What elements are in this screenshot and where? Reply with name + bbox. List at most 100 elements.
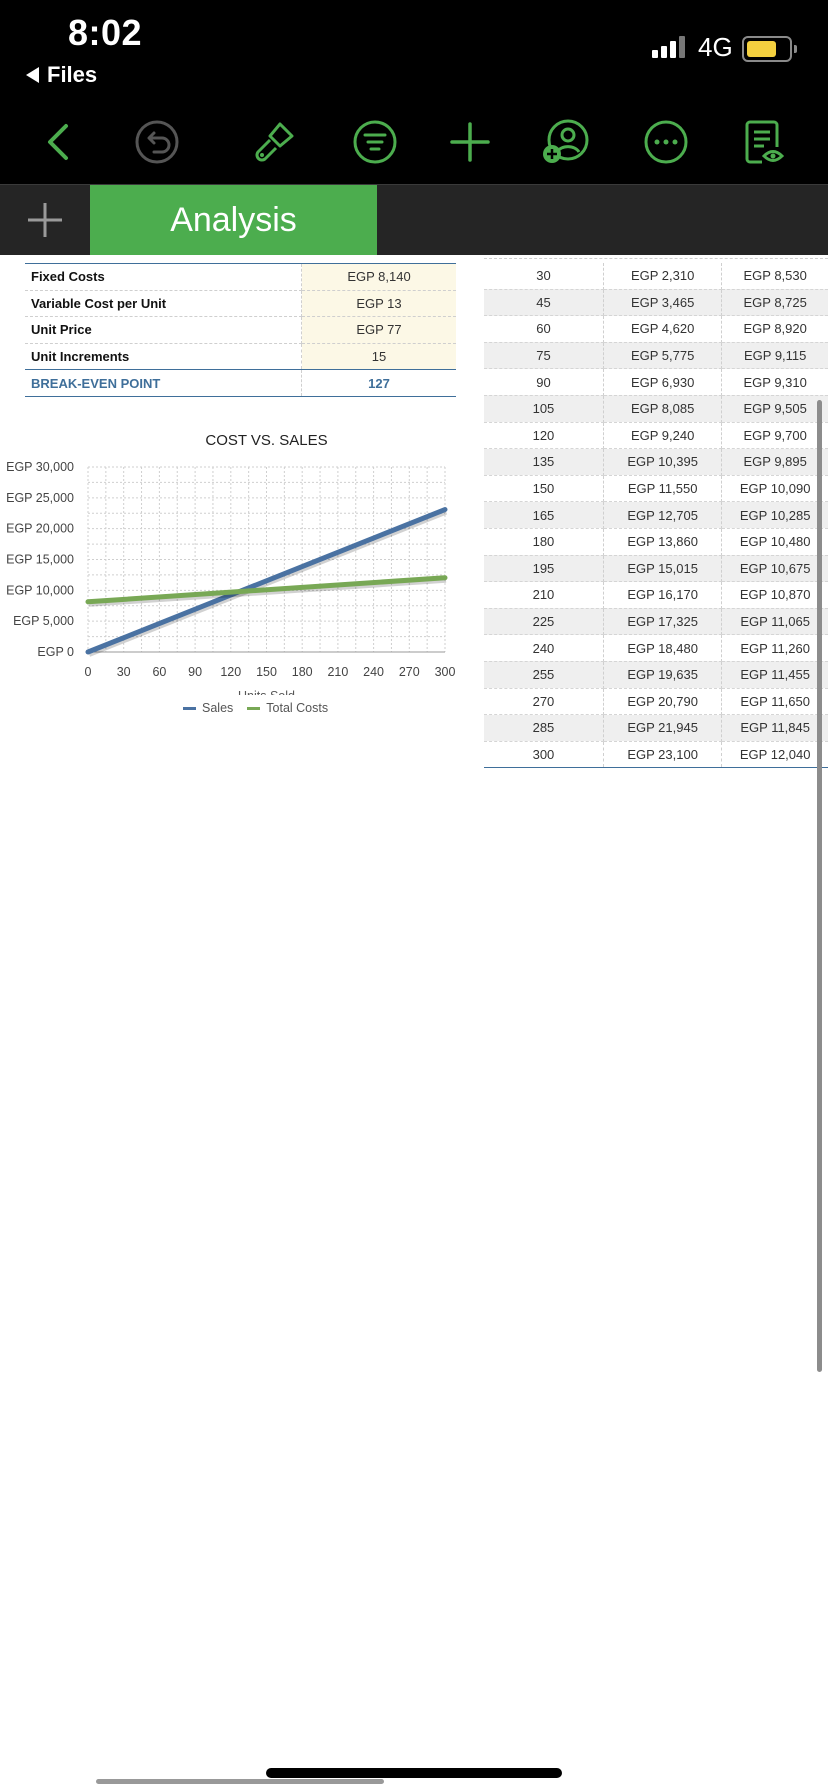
add-icon[interactable] <box>444 116 496 168</box>
back-chevron-icon[interactable] <box>34 116 86 168</box>
table-cell[interactable]: EGP 12,040 <box>721 741 828 769</box>
table-cell[interactable]: 105 <box>484 395 604 423</box>
param-value[interactable]: EGP 8,140 <box>301 263 456 291</box>
table-cell[interactable]: EGP 9,240 <box>603 422 723 450</box>
table-cell[interactable]: 120 <box>484 422 604 450</box>
x-tick-label: 30 <box>117 665 131 679</box>
table-cell[interactable]: 210 <box>484 581 604 609</box>
table-cell[interactable]: 90 <box>484 368 604 396</box>
table-row: 120 EGP 9,240 EGP 9,700 <box>484 422 828 450</box>
table-cell[interactable]: EGP 10,090 <box>721 475 828 503</box>
collaborate-icon[interactable] <box>539 116 591 168</box>
table-cell[interactable]: 45 <box>484 289 604 317</box>
table-cell[interactable]: EGP 2,310 <box>603 263 723 290</box>
cost-vs-sales-chart[interactable]: EGP 0 EGP 5,000 EGP 10,000 EGP 15,000 EGP 20… <box>0 455 470 695</box>
table-cell[interactable]: EGP 11,455 <box>721 661 828 689</box>
table-cell[interactable]: EGP 11,065 <box>721 608 828 636</box>
table-cell[interactable]: 240 <box>484 634 604 662</box>
reading-view-icon[interactable] <box>738 116 790 168</box>
sheet-tab-bar: Analysis <box>0 184 828 255</box>
table-cell[interactable]: EGP 8,725 <box>721 289 828 317</box>
table-cell[interactable]: 300 <box>484 741 604 769</box>
table-cell[interactable]: 180 <box>484 528 604 556</box>
table-row: 150 EGP 11,550 EGP 10,090 <box>484 475 828 503</box>
table-cell[interactable]: EGP 23,100 <box>603 741 723 769</box>
table-row: 300 EGP 23,100 EGP 12,040 <box>484 741 828 769</box>
table-cell[interactable]: EGP 16,170 <box>603 581 723 609</box>
table-cell[interactable]: 150 <box>484 475 604 503</box>
table-cell[interactable]: EGP 20,790 <box>603 688 723 716</box>
table-cell[interactable]: 255 <box>484 661 604 689</box>
back-to-files-button[interactable]: Files <box>26 62 97 88</box>
table-cell[interactable]: 225 <box>484 608 604 636</box>
table-cell[interactable]: EGP 9,115 <box>721 342 828 370</box>
legend-item-sales: Sales <box>183 701 233 715</box>
param-label[interactable]: Fixed Costs <box>25 263 302 291</box>
table-cell[interactable]: EGP 6,930 <box>603 368 723 396</box>
table-cell[interactable]: EGP 12,705 <box>603 501 723 529</box>
legend-swatch-total-costs <box>247 706 261 710</box>
table-cell[interactable]: EGP 11,550 <box>603 475 723 503</box>
table-cell[interactable]: 285 <box>484 714 604 742</box>
param-value[interactable]: 15 <box>301 343 456 371</box>
battery-icon <box>742 36 797 62</box>
table-cell[interactable]: EGP 4,620 <box>603 315 723 343</box>
table-cell[interactable]: EGP 3,465 <box>603 289 723 317</box>
table-cell[interactable]: EGP 13,860 <box>603 528 723 556</box>
more-icon[interactable] <box>640 116 692 168</box>
table-cell[interactable]: EGP 8,920 <box>721 315 828 343</box>
clock: 8:02 <box>68 12 143 53</box>
param-label[interactable]: Variable Cost per Unit <box>25 290 302 318</box>
table-cell[interactable]: EGP 18,480 <box>603 634 723 662</box>
param-label[interactable]: Unit Price <box>25 316 302 344</box>
legend-label-sales: Sales <box>202 701 234 715</box>
table-cell[interactable]: 135 <box>484 448 604 476</box>
param-value[interactable]: 127 <box>301 369 456 397</box>
tab-analysis[interactable]: Analysis <box>90 185 377 255</box>
table-cell[interactable]: EGP 8,085 <box>603 395 723 423</box>
x-tick-label: 120 <box>220 665 241 679</box>
table-cell[interactable]: EGP 10,480 <box>721 528 828 556</box>
table-cell[interactable]: 60 <box>484 315 604 343</box>
table-cell[interactable]: EGP 8,530 <box>721 263 828 290</box>
format-brush-icon[interactable] <box>248 116 300 168</box>
params-row: Unit Price EGP 77 <box>25 316 456 344</box>
table-cell[interactable]: 270 <box>484 688 604 716</box>
table-cell[interactable]: 165 <box>484 501 604 529</box>
series-line-total-costs[interactable] <box>85 575 448 605</box>
table-cell[interactable]: EGP 11,260 <box>721 634 828 662</box>
filter-icon[interactable] <box>349 116 401 168</box>
table-cell[interactable]: EGP 10,285 <box>721 501 828 529</box>
y-tick-label: EGP 10,000 <box>6 583 74 597</box>
param-label[interactable]: BREAK-EVEN POINT <box>25 369 302 397</box>
table-cell[interactable]: EGP 9,310 <box>721 368 828 396</box>
table-cell[interactable]: EGP 21,945 <box>603 714 723 742</box>
param-value[interactable]: EGP 13 <box>301 290 456 318</box>
table-cell[interactable]: 30 <box>484 263 604 290</box>
table-cell[interactable]: 195 <box>484 555 604 583</box>
table-cell[interactable]: EGP 9,505 <box>721 395 828 423</box>
horizontal-scrollbar[interactable] <box>96 1779 384 1784</box>
table-cell[interactable]: EGP 9,895 <box>721 448 828 476</box>
param-value[interactable]: EGP 77 <box>301 316 456 344</box>
table-cell[interactable]: EGP 11,650 <box>721 688 828 716</box>
table-cell[interactable]: 75 <box>484 342 604 370</box>
x-tick-label: 300 <box>435 665 456 679</box>
params-row: Variable Cost per Unit EGP 13 <box>25 290 456 318</box>
table-cell[interactable]: EGP 10,395 <box>603 448 723 476</box>
table-cell[interactable]: EGP 17,325 <box>603 608 723 636</box>
series-line-sales[interactable] <box>85 507 448 655</box>
param-label[interactable]: Unit Increments <box>25 343 302 371</box>
undo-icon[interactable] <box>131 116 183 168</box>
table-cell[interactable]: EGP 11,845 <box>721 714 828 742</box>
table-row: 75 EGP 5,775 EGP 9,115 <box>484 342 828 370</box>
table-cell[interactable]: EGP 15,015 <box>603 555 723 583</box>
table-cell[interactable]: EGP 5,775 <box>603 342 723 370</box>
table-cell[interactable]: EGP 9,700 <box>721 422 828 450</box>
table-cell[interactable]: EGP 10,675 <box>721 555 828 583</box>
table-cell[interactable]: EGP 10,870 <box>721 581 828 609</box>
table-cell[interactable]: EGP 19,635 <box>603 661 723 689</box>
status-bar: 8:02 Files 4G <box>0 0 828 102</box>
add-sheet-button[interactable] <box>0 185 90 255</box>
vertical-scrollbar[interactable] <box>817 400 822 1372</box>
